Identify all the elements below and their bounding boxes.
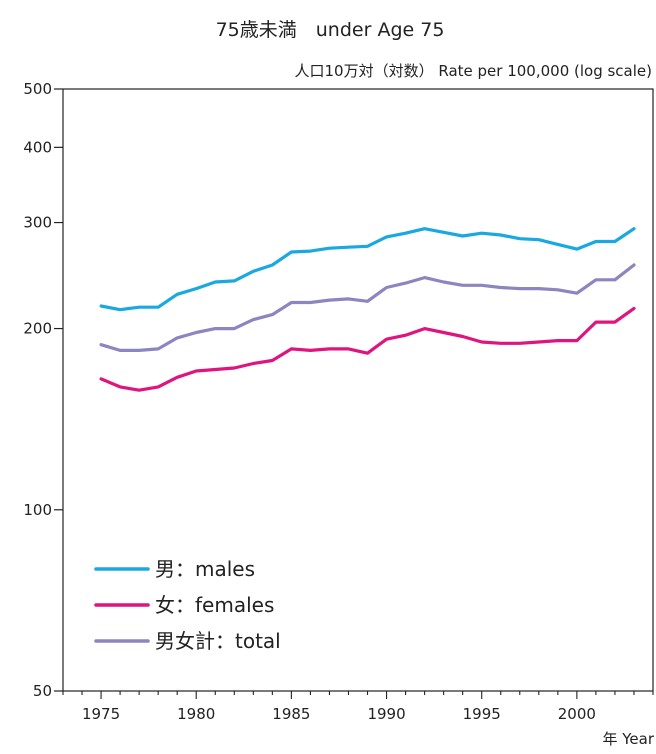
legend-label-2: 男女計：total bbox=[155, 629, 281, 653]
x-tick-label: 1985 bbox=[272, 705, 310, 723]
x-tick-label: 1980 bbox=[177, 705, 215, 723]
y-axis-label: 人口10万対（対数） Rate per 100,000 (log scale) bbox=[295, 62, 653, 80]
x-axis: 1975 1980 1985 1990 1995 2000 bbox=[62, 691, 654, 723]
series-line-1 bbox=[99, 306, 636, 392]
y-tick-label: 300 bbox=[23, 214, 52, 232]
series-line-2 bbox=[99, 263, 636, 352]
y-tick-label: 500 bbox=[23, 80, 52, 98]
legend-label-1: 女：females bbox=[155, 593, 274, 617]
series-line-0 bbox=[99, 227, 636, 312]
y-axis: 50 100 200 300 400 500 bbox=[23, 80, 63, 700]
y-tick-label: 400 bbox=[23, 138, 52, 156]
x-tick-label: 1995 bbox=[463, 705, 501, 723]
x-tick-label: 1990 bbox=[367, 705, 405, 723]
series-group bbox=[99, 227, 636, 392]
y-tick-label: 100 bbox=[23, 501, 52, 519]
chart-title: 75歳未満 under Age 75 bbox=[216, 19, 445, 41]
x-tick-label: 1975 bbox=[82, 705, 120, 723]
legend: 男：males 女：females 男女計：total bbox=[94, 557, 281, 653]
legend-label-0: 男：males bbox=[155, 557, 255, 581]
x-tick-label: 2000 bbox=[558, 705, 596, 723]
y-tick-label: 50 bbox=[33, 682, 52, 700]
y-tick-label: 200 bbox=[23, 320, 52, 338]
plot-frame bbox=[62, 88, 654, 692]
x-axis-label: 年 Year bbox=[602, 730, 654, 748]
